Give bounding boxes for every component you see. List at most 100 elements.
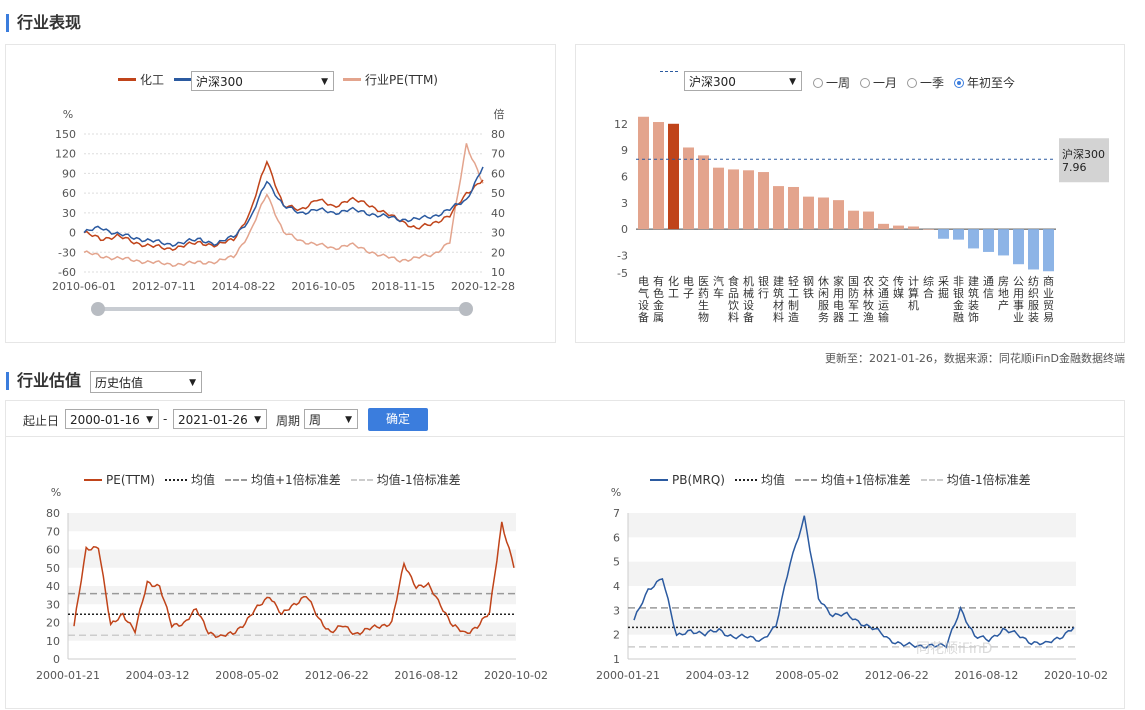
pb-history-chart: % 1 2 3 4 5 6 7 2000-01-21 2004-03-12 2008-05-02 20… — [596, 486, 1108, 682]
y-tick: -3 — [617, 249, 628, 262]
unit-label: % — [611, 486, 621, 499]
pe-history-chart: % 0 10 20 30 40 50 60 70 80 2000-01-21 2004-03-12 20… — [36, 486, 548, 682]
x-tick: 2010-06-01 — [52, 280, 116, 293]
legend-pe-ttm[interactable]: PE(TTM) — [84, 473, 155, 487]
y-tick: 20 — [46, 617, 60, 630]
radio-quarter[interactable]: 一季 — [907, 74, 944, 91]
bar-21 — [953, 229, 964, 240]
legend-pb-mrq[interactable]: PB(MRQ) — [650, 473, 725, 487]
ranking-benchmark-select[interactable]: 沪深300 ▼ — [684, 71, 802, 91]
category-label: 房地产 — [998, 275, 1009, 312]
radio-ytd[interactable]: 年初至今 — [954, 74, 1015, 91]
grid-band — [68, 622, 516, 641]
grid-band — [68, 549, 516, 568]
radio-month[interactable]: 一月 — [860, 74, 897, 91]
y-left-tick: 60 — [62, 187, 76, 200]
y-tick: 2 — [613, 629, 620, 642]
legend-pb-mean[interactable]: 均值 — [734, 471, 785, 488]
y-right-tick: 60 — [491, 167, 505, 180]
bar-19 — [923, 229, 934, 230]
controls-divider — [6, 436, 1124, 437]
category-label: 综合 — [923, 274, 934, 300]
y-tick: 6 — [621, 170, 628, 183]
legend-pe-ttm-label: PE(TTM) — [106, 472, 155, 487]
category-label: 休闲服务 — [818, 275, 829, 324]
y-tick: 70 — [46, 525, 60, 538]
category-label: 汽车 — [713, 274, 724, 300]
x-tick: 2012-06-22 — [865, 669, 929, 682]
bar-18 — [908, 226, 919, 230]
y-tick: 60 — [46, 544, 60, 557]
y-tick: 1 — [613, 653, 620, 666]
chevron-down-icon: ▼ — [146, 415, 153, 425]
bar-25 — [1013, 229, 1024, 265]
bar-11 — [803, 196, 814, 230]
x-tick: 2004-03-12 — [686, 669, 750, 682]
radio-checked-icon — [954, 77, 965, 88]
y-right-tick: 30 — [491, 227, 505, 240]
y-tick: 10 — [46, 635, 60, 648]
legend-hs300[interactable] — [174, 78, 196, 81]
legend-pe-mean[interactable]: 均值 — [164, 471, 215, 488]
valuation-panel: 起止日 2000-01-16 ▼ - 2021-01-26 ▼ 周期 周 ▼ 确定 P… — [5, 400, 1125, 709]
bar-13 — [833, 200, 844, 230]
bar-22 — [968, 229, 979, 249]
date-separator: - — [163, 412, 168, 426]
confirm-button[interactable]: 确定 — [368, 408, 428, 431]
start-date-value: 2000-01-16 — [70, 413, 140, 427]
valuation-type-select[interactable]: 历史估值 ▼ — [90, 371, 202, 393]
legend-pe-mean-label: 均值 — [190, 473, 215, 487]
legend-pb-plus[interactable]: 均值+1倍标准差 — [794, 471, 911, 488]
period-select-value: 周 — [309, 413, 322, 427]
y-right-tick: 80 — [491, 128, 505, 141]
legend-pe-minus[interactable]: 均值-1倍标准差 — [350, 471, 461, 488]
chevron-down-icon: ▼ — [789, 77, 796, 87]
series-line — [73, 521, 515, 639]
chevron-down-icon: ▼ — [189, 378, 196, 388]
grid-band — [68, 513, 516, 532]
category-label: 交通运输 — [878, 274, 889, 324]
bar-9 — [773, 186, 784, 230]
bar-2 — [668, 123, 679, 230]
x-tick: 2008-05-02 — [215, 669, 279, 682]
y-tick: 5 — [613, 556, 620, 569]
legend-pb-mean-label: 均值 — [760, 473, 785, 487]
radio-ytd-label: 年初至今 — [967, 76, 1016, 90]
y-left-tick: 120 — [55, 148, 76, 161]
y-right-tick: 50 — [491, 187, 505, 200]
start-date-select[interactable]: 2000-01-16 ▼ — [65, 409, 159, 429]
end-date-select[interactable]: 2021-01-26 ▼ — [173, 409, 267, 429]
legend-pe-plus-label: 均值+1倍标准差 — [251, 473, 341, 487]
range-label: 起止日 — [23, 414, 60, 428]
radio-week[interactable]: 一周 — [813, 74, 850, 91]
pe-chart-legend: PE(TTM) 均值 均值+1倍标准差 均值-1倍标准差 — [84, 471, 471, 488]
y-tick: -5 — [617, 267, 628, 280]
right-unit-label: 倍 — [494, 107, 505, 121]
y-right-tick: 70 — [491, 148, 505, 161]
legend-pe-minus-label: 均值-1倍标准差 — [376, 473, 461, 487]
benchmark-select[interactable]: 沪深300 ▼ — [191, 71, 334, 91]
period-label: 周期 — [276, 414, 301, 428]
bar-26 — [1028, 229, 1039, 270]
reference-label-name: 沪深300 — [1062, 147, 1105, 161]
radio-quarter-label: 一季 — [920, 76, 945, 90]
bar-23 — [983, 229, 994, 252]
x-tick: 2020-10-02 — [1044, 669, 1108, 682]
grid-band — [628, 513, 1076, 538]
category-label: 钢铁 — [803, 275, 814, 300]
reference-label-value: 7.96 — [1062, 161, 1087, 174]
end-date-value: 2021-01-26 — [178, 413, 248, 427]
bar-15 — [863, 211, 874, 230]
y-tick: 40 — [46, 580, 60, 593]
x-tick: 2000-01-21 — [36, 669, 100, 682]
reference-label-box — [1059, 138, 1109, 183]
legend-pb-minus[interactable]: 均值-1倍标准差 — [920, 471, 1031, 488]
x-tick: 2012-07-11 — [132, 280, 196, 293]
period-select[interactable]: 周 ▼ — [304, 409, 358, 429]
legend-pe-plus[interactable]: 均值+1倍标准差 — [225, 471, 341, 488]
radio-week-label: 一周 — [826, 76, 851, 90]
bar-12 — [818, 197, 829, 230]
grid-band — [628, 561, 1076, 586]
pe-legend[interactable]: 行业PE(TTM) — [343, 71, 438, 88]
legend-industry[interactable]: 化工 — [118, 71, 164, 88]
